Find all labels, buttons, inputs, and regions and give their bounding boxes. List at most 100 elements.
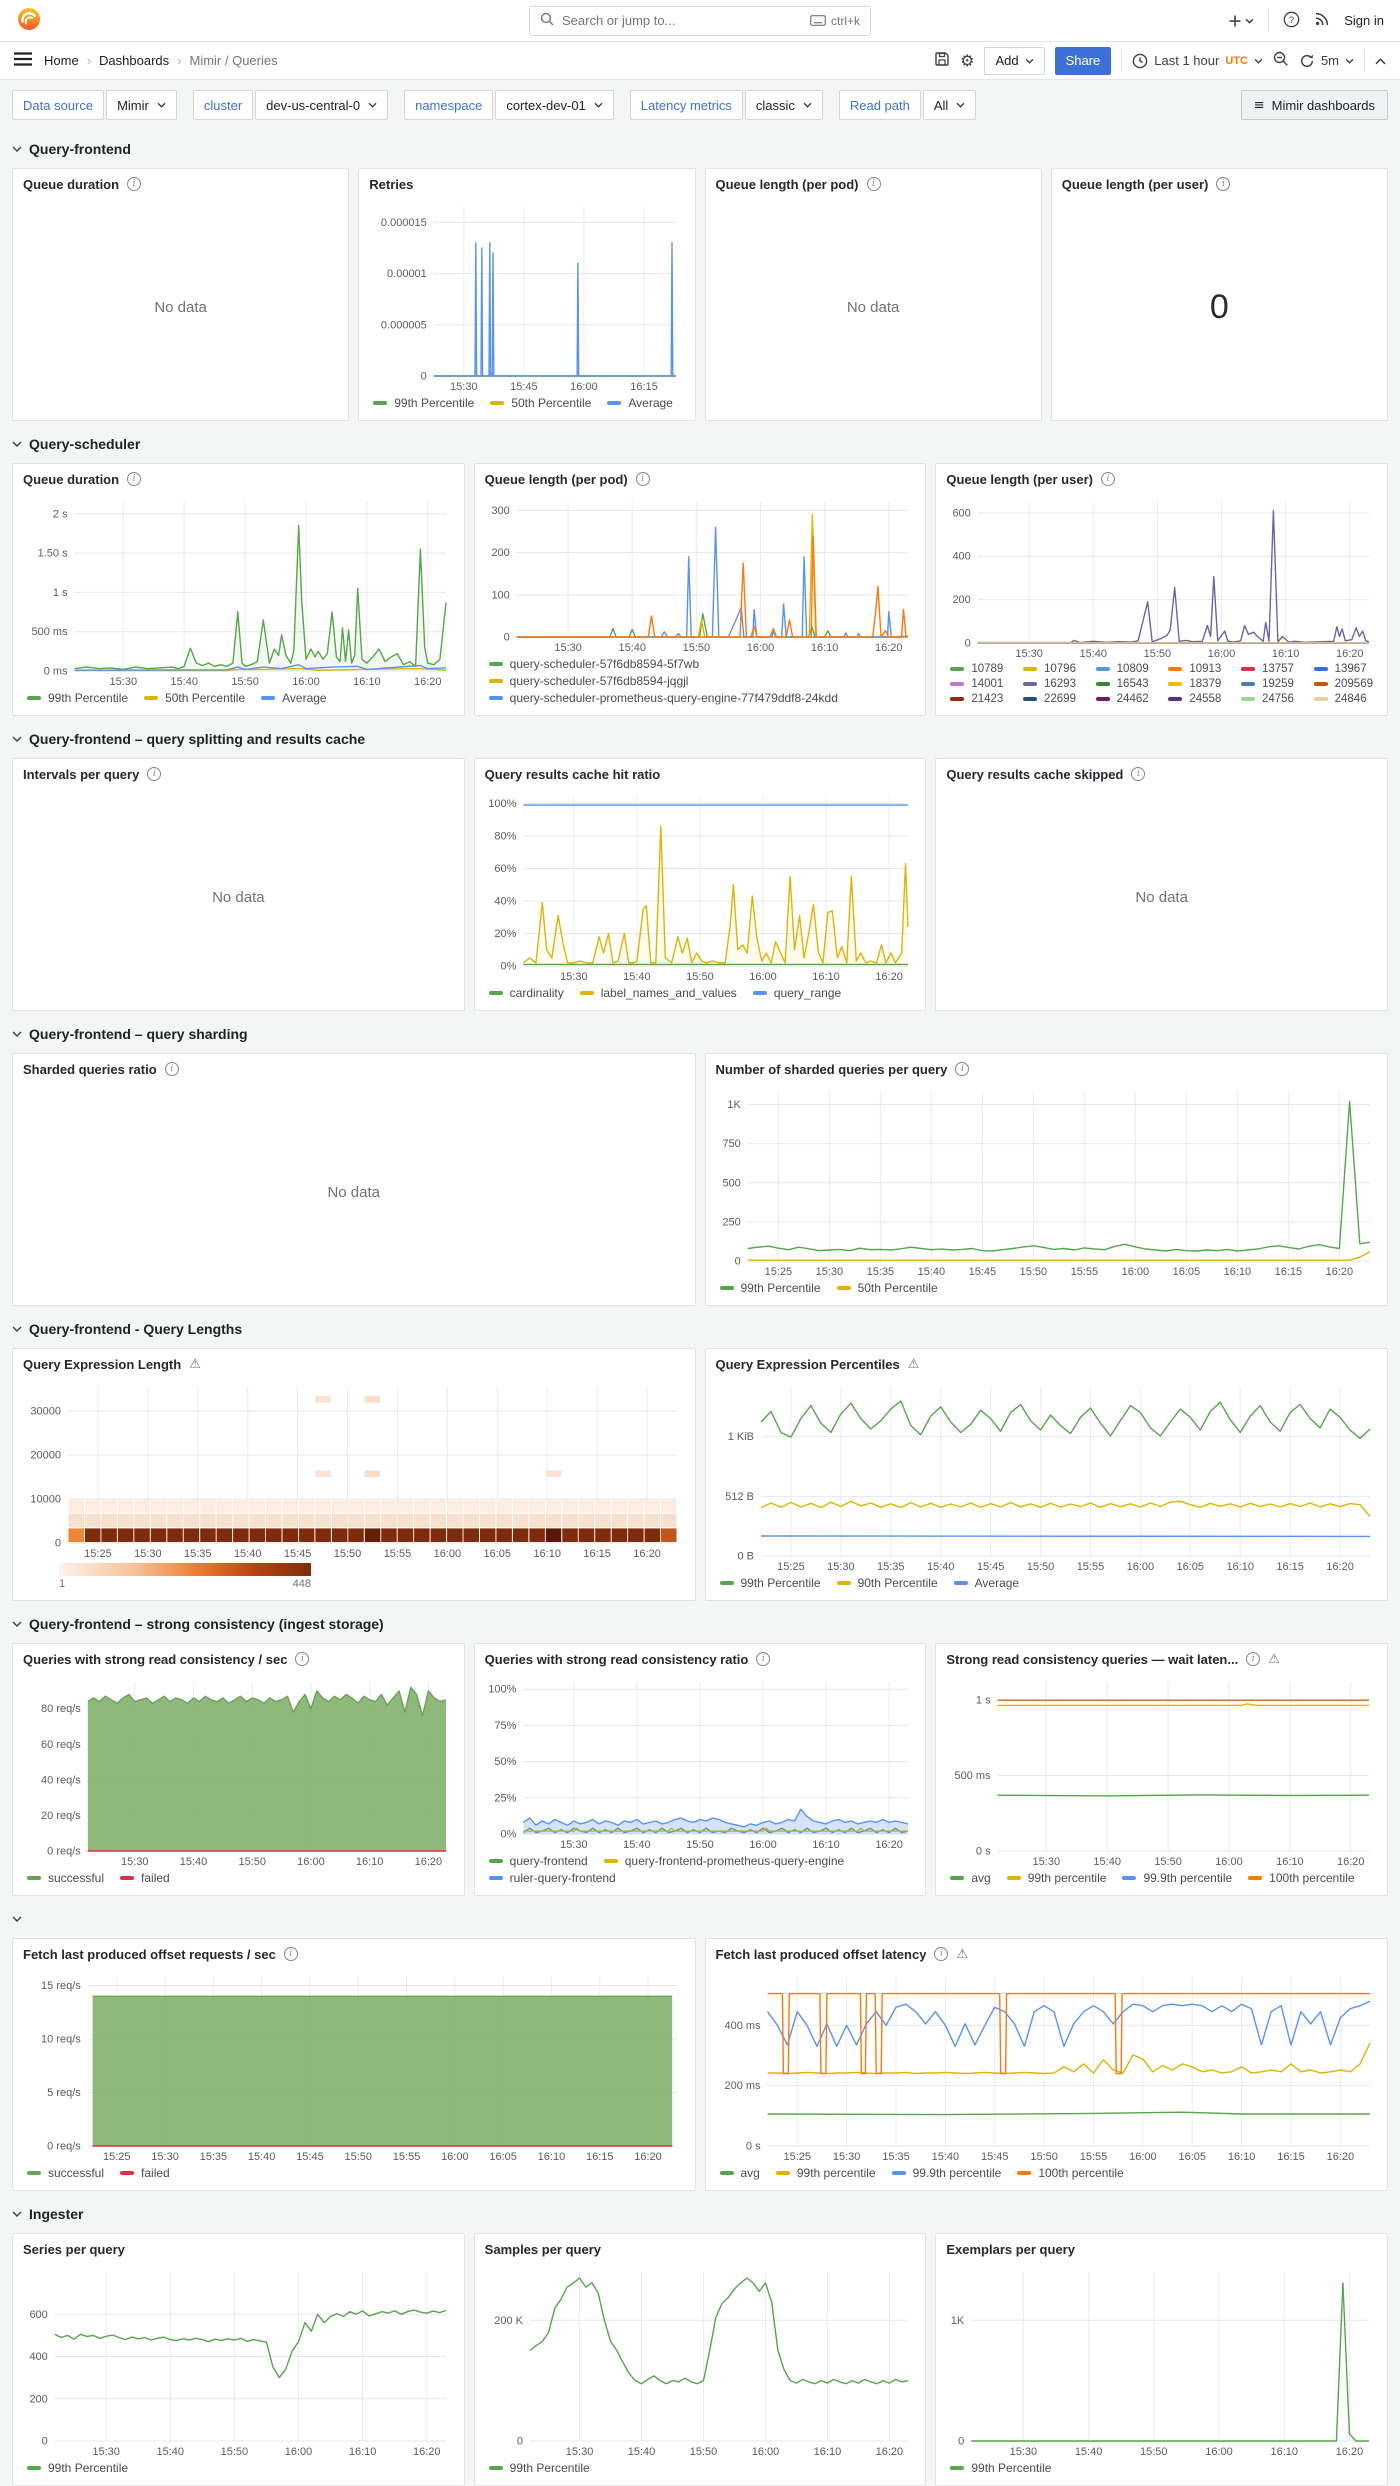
row-header-query-frontend-query-lengths[interactable]: Query-frontend - Query Lengths <box>12 1316 1388 1342</box>
legend-item[interactable]: Average <box>261 691 327 705</box>
news-button[interactable] <box>1314 11 1330 30</box>
info-icon[interactable]: i <box>866 177 881 191</box>
legend-item[interactable]: 99.9th percentile <box>1122 1871 1232 1885</box>
panel-title[interactable]: Samples per query <box>484 2241 601 2257</box>
variable-value-dropdown[interactable]: dev-us-central-0 <box>255 90 389 120</box>
legend-item[interactable]: 99th Percentile <box>719 1281 821 1295</box>
legend-item[interactable]: 22699 <box>1023 693 1080 705</box>
legend-item[interactable]: 99th Percentile <box>950 2461 1051 2475</box>
legend-item[interactable]: 10789 <box>950 663 1007 675</box>
legend-item[interactable]: 24558 <box>1168 693 1225 705</box>
row-header-ingester[interactable]: Ingester <box>12 2201 1388 2227</box>
legend-item[interactable]: 99th Percentile <box>27 691 128 705</box>
legend-item[interactable]: 13967 <box>1313 663 1373 675</box>
legend-item[interactable]: query-scheduler-prometheus-query-engine-… <box>488 691 912 705</box>
chart[interactable]: 15:30 15:40 15:50 16:00 16:10 16:20 0 1K <box>944 2264 1379 2459</box>
legend-item[interactable]: 99th Percentile <box>488 2461 590 2475</box>
legend-item[interactable]: query-scheduler-57f6db8594-5f7wb <box>488 657 912 671</box>
legend-item[interactable]: 50th Percentile <box>490 396 591 410</box>
legend-item[interactable]: Average <box>953 1576 1019 1590</box>
legend-item[interactable]: cardinality <box>488 986 564 1000</box>
legend-item[interactable]: 99th Percentile <box>27 2461 128 2475</box>
search-input[interactable]: Search or jump to... ctrl+k <box>529 5 871 36</box>
panel-title[interactable]: Number of sharded queries per query <box>715 1061 948 1077</box>
legend-item[interactable]: 99th percentile <box>1006 1871 1106 1885</box>
sign-in-button[interactable]: Sign in <box>1344 13 1384 28</box>
panel-title[interactable]: Queue length (per pod) <box>484 471 628 487</box>
mimir-dashboards-button[interactable]: ≡ Mimir dashboards <box>1240 90 1388 120</box>
panel-title[interactable]: Fetch last produced offset latency <box>715 1946 927 1962</box>
save-dashboard-button[interactable] <box>934 51 950 70</box>
chart[interactable]: 15:30 15:40 15:50 16:00 16:10 16:20 0 s 500 ms 1… <box>944 1674 1379 1869</box>
panel-title[interactable]: Queries with strong read consistency rat… <box>484 1651 749 1667</box>
legend-item[interactable]: 90th Percentile <box>836 1576 938 1590</box>
legend-item[interactable]: 10796 <box>1023 663 1080 675</box>
time-range-picker[interactable]: Last 1 hour UTC <box>1132 53 1263 69</box>
zoom-out-button[interactable] <box>1273 51 1289 70</box>
warning-icon[interactable]: ⚠ <box>189 1356 201 1372</box>
variable-value-dropdown[interactable]: cortex-dev-01 <box>495 90 614 120</box>
panel-title[interactable]: Queue length (per user) <box>946 471 1093 487</box>
legend-item[interactable]: 50th Percentile <box>836 1281 938 1295</box>
collapse-toolbar-button[interactable] <box>1375 53 1386 68</box>
legend-item[interactable]: label_names_and_values <box>579 986 737 1000</box>
info-icon[interactable]: i <box>164 1062 179 1076</box>
info-icon[interactable]: i <box>127 177 142 191</box>
legend-item[interactable]: Average <box>607 396 673 410</box>
info-icon[interactable]: i <box>1100 472 1115 486</box>
panel-title[interactable]: Fetch last produced offset requests / se… <box>23 1946 276 1962</box>
legend-item[interactable]: 16543 <box>1095 678 1153 690</box>
row-header-query-scheduler[interactable]: Query-scheduler <box>12 431 1388 457</box>
legend-item[interactable]: failed <box>120 1871 170 1885</box>
variable-value-dropdown[interactable]: classic <box>744 90 823 120</box>
legend-item[interactable]: 24462 <box>1095 693 1153 705</box>
dashboard-settings-button[interactable]: ⚙ <box>960 51 975 70</box>
info-icon[interactable]: i <box>295 1652 310 1666</box>
legend-item[interactable]: query-frontend <box>488 1854 588 1868</box>
info-icon[interactable]: i <box>1216 177 1231 191</box>
legend-item[interactable]: 209569 <box>1313 678 1373 690</box>
row-header-query-frontend[interactable]: Query-frontend <box>12 136 1388 162</box>
info-icon[interactable]: i <box>756 1652 771 1666</box>
panel-title[interactable]: Intervals per query <box>23 766 140 782</box>
refresh-picker[interactable]: 5m <box>1299 53 1354 69</box>
legend-item[interactable]: failed <box>120 2166 170 2180</box>
panel-title[interactable]: Sharded queries ratio <box>23 1061 157 1077</box>
chart[interactable]: 15:25 15:30 15:35 15:40 15:45 15:50 15:55 16:00… <box>21 1379 687 1561</box>
variable-label[interactable]: Latency metrics <box>629 90 743 120</box>
legend-item[interactable]: successful <box>27 2166 104 2180</box>
legend-item[interactable]: 50th Percentile <box>144 691 245 705</box>
add-button[interactable]: Add <box>984 46 1045 75</box>
info-icon[interactable]: i <box>283 1947 298 1961</box>
row-header-query-frontend-query-splitting-and-results-cache[interactable]: Query-frontend – query splitting and res… <box>12 726 1388 752</box>
warning-icon[interactable]: ⚠ <box>956 1946 969 1962</box>
panel-title[interactable]: Queue length (per pod) <box>715 176 859 192</box>
legend-item[interactable]: 14001 <box>950 678 1007 690</box>
legend-item[interactable]: 21423 <box>950 693 1007 705</box>
chart[interactable]: 15:30 15:40 15:50 16:00 16:10 16:20 0 200 400 600 <box>944 494 1379 661</box>
chart[interactable]: 15:30 15:40 15:50 16:00 16:10 16:20 0% 25% 50% 75… <box>483 1674 918 1852</box>
variable-label[interactable]: cluster <box>192 90 254 120</box>
panel-title[interactable]: Query Expression Percentiles <box>715 1356 900 1372</box>
variable-label[interactable]: Data source <box>12 90 105 120</box>
row-header-collapsed[interactable] <box>12 1906 1388 1932</box>
legend-item[interactable]: 100th percentile <box>1017 2166 1124 2180</box>
panel-title[interactable]: Query results cache hit ratio <box>484 766 661 782</box>
new-menu-button[interactable] <box>1228 14 1254 28</box>
breadcrumb-item[interactable]: Mimir / Queries <box>189 53 278 68</box>
warning-icon[interactable]: ⚠ <box>1268 1651 1280 1667</box>
chart[interactable]: 15:30 15:40 15:50 16:00 16:10 16:20 0 200 K <box>483 2264 918 2459</box>
info-icon[interactable]: i <box>127 472 142 486</box>
chart[interactable]: 15:25 15:30 15:35 15:40 15:45 15:50 15:55 16:00… <box>21 1969 687 2164</box>
menu-toggle[interactable] <box>14 52 32 69</box>
grafana-logo[interactable] <box>16 6 42 35</box>
panel-title[interactable]: Queue duration <box>23 176 120 192</box>
panel-title[interactable]: Strong read consistency queries — wait l… <box>946 1651 1239 1667</box>
legend-item[interactable]: 100th percentile <box>1248 1871 1355 1885</box>
share-button[interactable]: Share <box>1054 46 1112 75</box>
panel-title[interactable]: Series per query <box>23 2241 125 2257</box>
breadcrumb-item[interactable]: Home <box>44 53 79 68</box>
help-button[interactable]: ? <box>1283 11 1300 31</box>
panel-title[interactable]: Queue length (per user) <box>1061 176 1209 192</box>
chart[interactable]: 15:30 15:40 15:50 16:00 16:10 16:20 0 200 400 600 <box>21 2264 456 2459</box>
